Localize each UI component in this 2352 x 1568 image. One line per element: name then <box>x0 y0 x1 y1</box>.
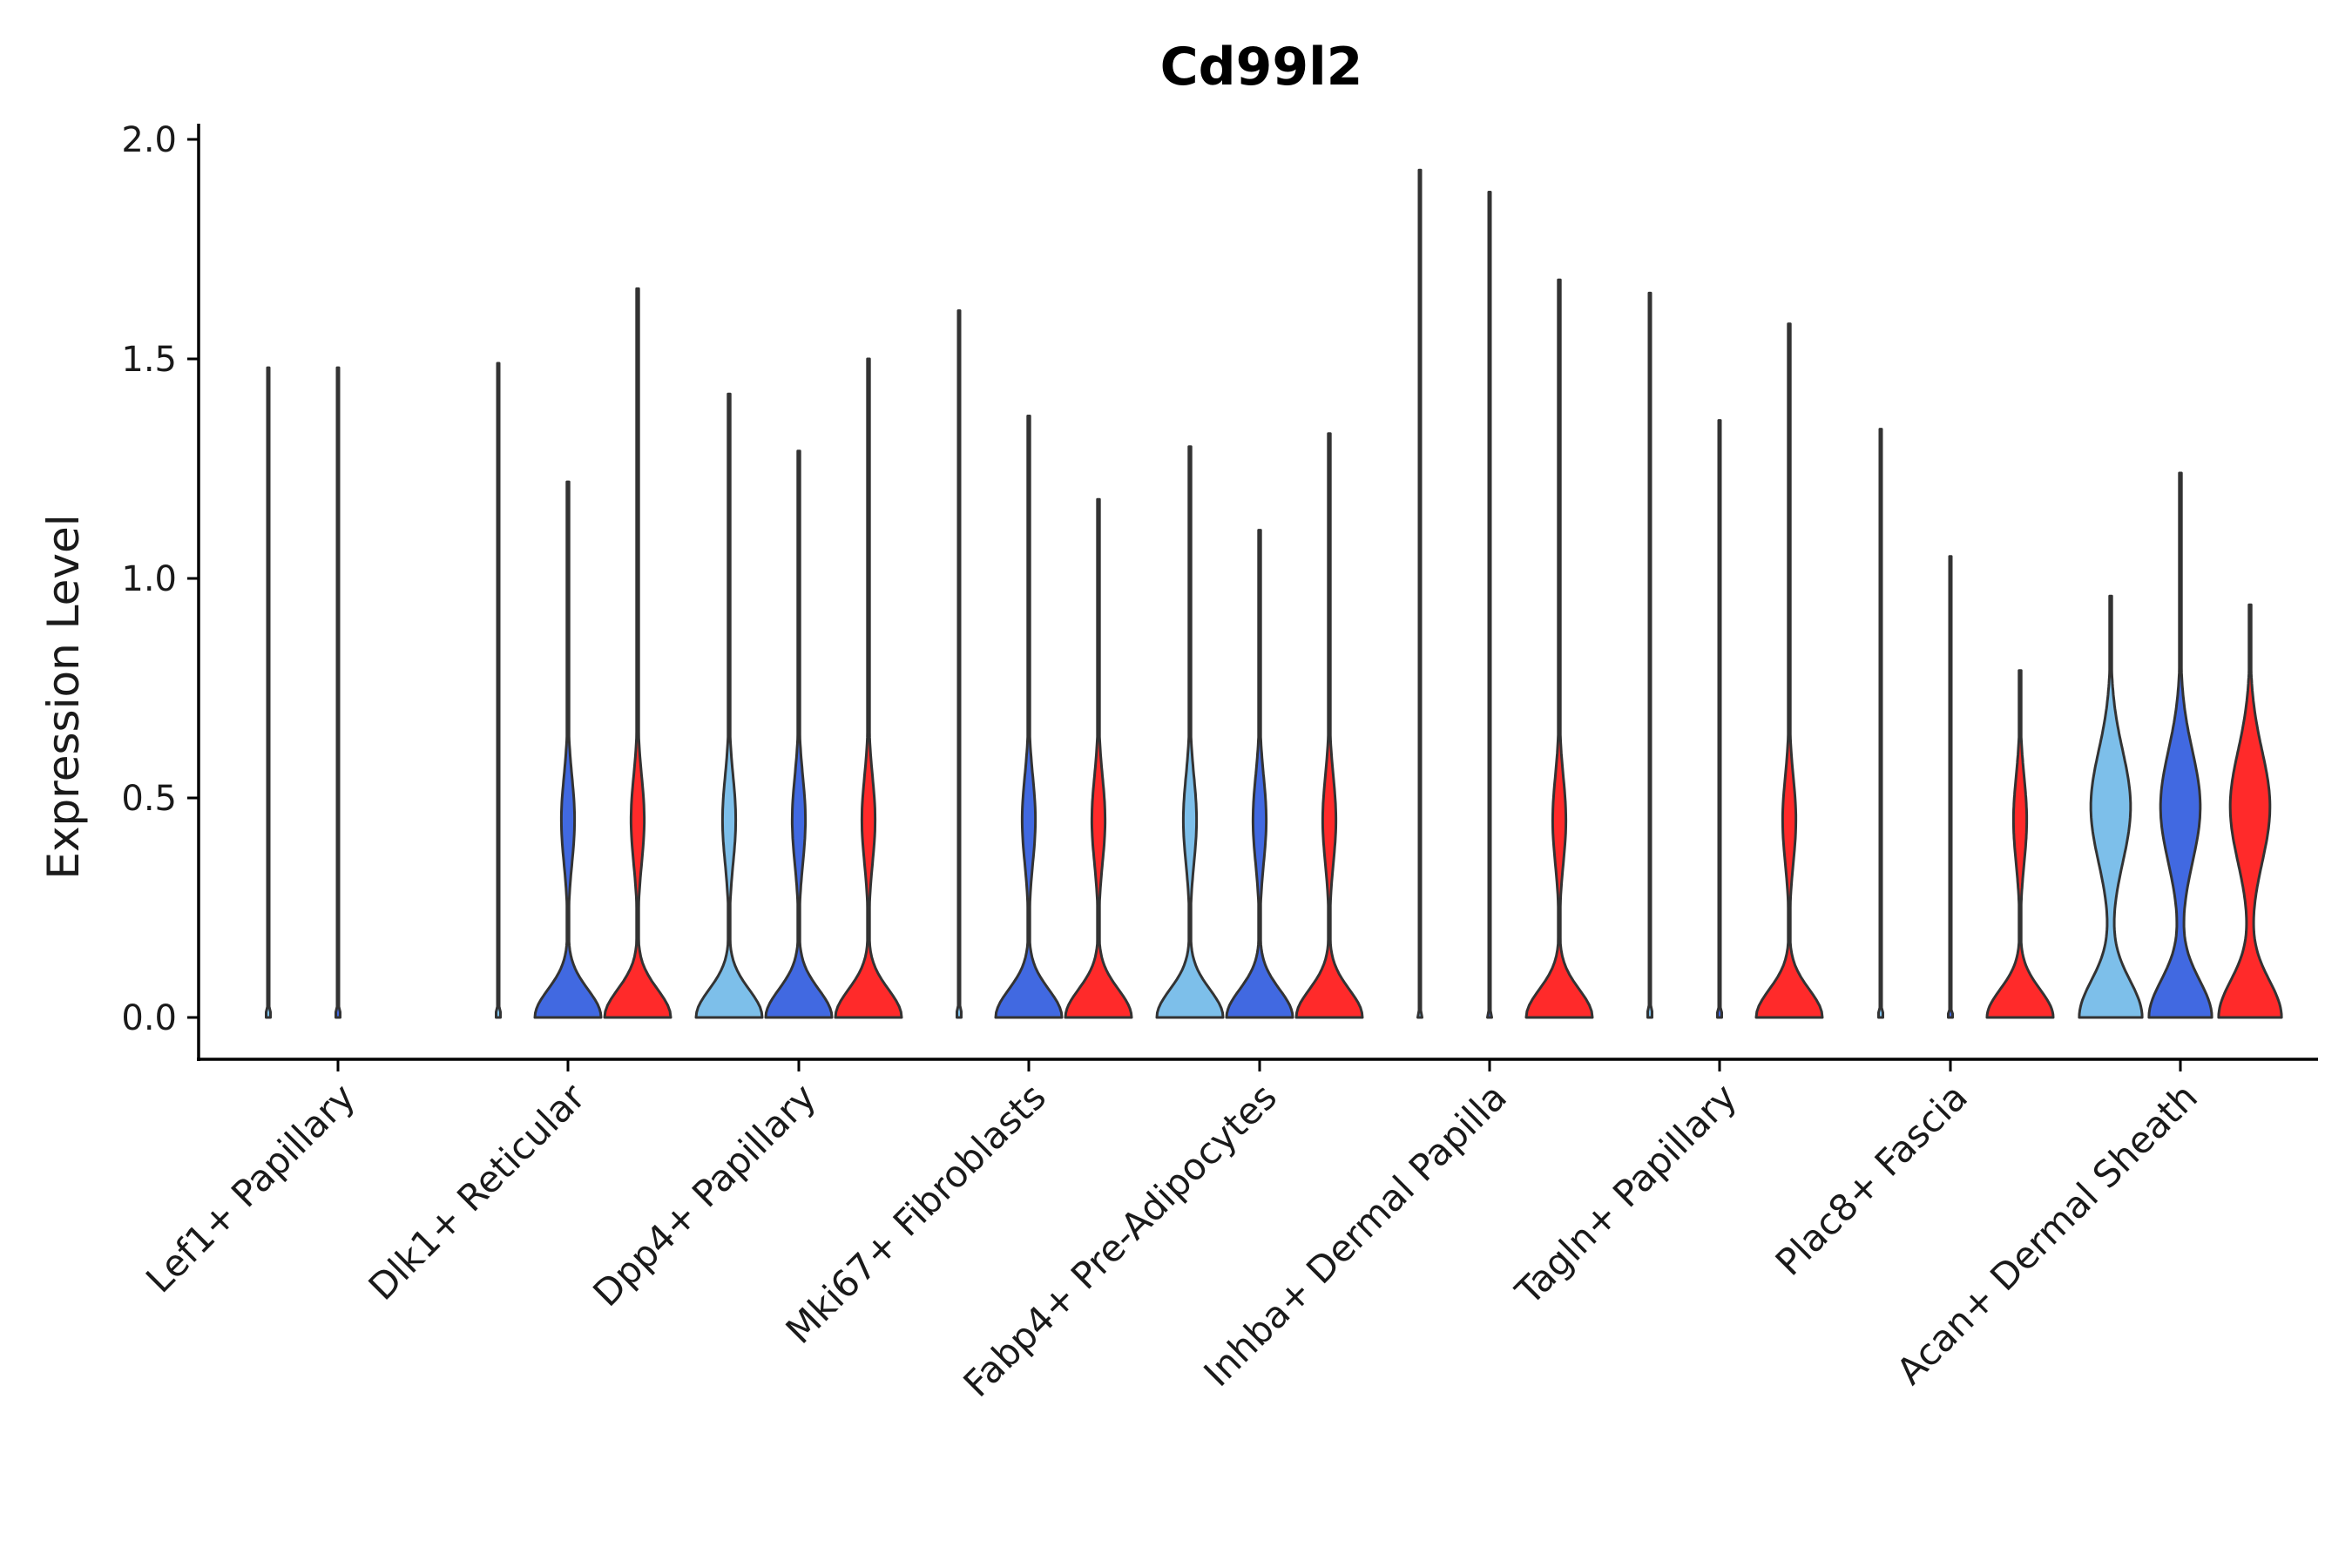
chart-title: Cd99l2 <box>1160 37 1363 98</box>
violin-group-red-4 <box>1294 432 1364 1019</box>
y-tick-label: 0.0 <box>121 998 177 1038</box>
x-tick-label: Plac8+ Fascia <box>1767 1075 1976 1283</box>
violin-group-blue-1 <box>533 480 603 1019</box>
violin-group-light-blue-1 <box>495 362 502 1019</box>
violin-group-blue-0 <box>335 366 341 1019</box>
x-tick-label: Mki67+ Fibroblasts <box>778 1075 1054 1351</box>
violin-group-light-blue-6 <box>1646 291 1653 1019</box>
violin-group-light-blue-2 <box>694 392 764 1019</box>
violin-group-light-blue-0 <box>265 366 272 1019</box>
x-tick-label: Tagln+ Papillary <box>1507 1075 1745 1313</box>
violin-group-blue-3 <box>994 415 1064 1019</box>
x-tick-label: Dpp4+ Papillary <box>585 1075 824 1315</box>
violin-group-blue-7 <box>1947 555 1954 1019</box>
x-tick-label: Dlk1+ Reticular <box>361 1075 594 1308</box>
violin-group-light-blue-4 <box>1155 445 1225 1019</box>
y-tick-label: 0.5 <box>121 779 177 819</box>
violin-group-light-blue-3 <box>956 309 963 1019</box>
y-tick-label: 1.5 <box>121 340 177 380</box>
violin-group-blue-5 <box>1486 191 1493 1019</box>
violin-group-light-blue-7 <box>1877 428 1884 1019</box>
violin-group-red-3 <box>1064 497 1133 1019</box>
violin-group-red-6 <box>1754 322 1824 1019</box>
violin-group-light-blue-8 <box>2078 594 2144 1019</box>
violins-layer <box>265 168 2283 1019</box>
violin-group-blue-8 <box>2147 471 2213 1019</box>
violin-group-red-7 <box>1985 669 2055 1019</box>
violin-group-blue-6 <box>1716 419 1723 1019</box>
violin-group-red-2 <box>834 357 903 1019</box>
violin-group-red-1 <box>603 287 672 1019</box>
y-ticks: 0.0 0.5 1.0 1.5 2.0 <box>121 120 199 1038</box>
violin-group-blue-2 <box>764 449 834 1019</box>
violin-group-light-blue-5 <box>1416 168 1423 1019</box>
violin-group-red-8 <box>2217 603 2283 1019</box>
violin-group-blue-4 <box>1225 529 1294 1019</box>
y-tick-label: 2.0 <box>121 120 177 160</box>
y-tick-label: 1.0 <box>121 559 177 599</box>
violin-group-red-5 <box>1524 278 1594 1019</box>
x-tick-label: Lef1+ Papillary <box>138 1075 363 1301</box>
y-axis-label: Expression Level <box>38 514 89 879</box>
